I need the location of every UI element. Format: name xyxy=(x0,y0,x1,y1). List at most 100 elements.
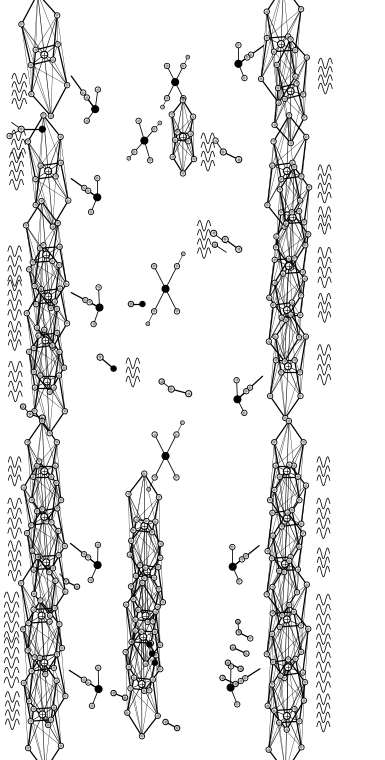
Ellipse shape xyxy=(123,650,128,655)
Ellipse shape xyxy=(299,521,304,527)
Ellipse shape xyxy=(291,610,296,615)
Ellipse shape xyxy=(27,698,32,704)
Ellipse shape xyxy=(28,62,33,68)
Ellipse shape xyxy=(81,552,87,557)
Ellipse shape xyxy=(49,474,54,480)
Ellipse shape xyxy=(229,544,235,549)
Ellipse shape xyxy=(303,334,308,339)
Ellipse shape xyxy=(244,651,249,657)
Ellipse shape xyxy=(181,421,184,425)
Ellipse shape xyxy=(40,418,45,423)
Ellipse shape xyxy=(296,334,302,340)
Ellipse shape xyxy=(21,485,27,490)
Ellipse shape xyxy=(55,42,60,47)
Ellipse shape xyxy=(282,676,287,681)
Ellipse shape xyxy=(156,495,162,500)
Ellipse shape xyxy=(41,112,46,118)
Ellipse shape xyxy=(286,256,291,261)
Ellipse shape xyxy=(134,517,139,522)
Ellipse shape xyxy=(291,164,297,169)
Ellipse shape xyxy=(271,139,276,144)
Ellipse shape xyxy=(125,710,130,715)
Ellipse shape xyxy=(297,198,303,203)
Ellipse shape xyxy=(297,369,303,375)
Ellipse shape xyxy=(96,285,101,290)
Ellipse shape xyxy=(25,746,31,751)
Ellipse shape xyxy=(38,373,43,378)
Ellipse shape xyxy=(225,660,231,666)
Ellipse shape xyxy=(54,331,60,336)
Ellipse shape xyxy=(288,554,293,559)
Ellipse shape xyxy=(236,157,242,163)
Ellipse shape xyxy=(228,663,234,669)
Ellipse shape xyxy=(38,287,44,292)
Ellipse shape xyxy=(271,49,277,54)
Ellipse shape xyxy=(302,276,308,281)
Ellipse shape xyxy=(266,295,272,300)
Ellipse shape xyxy=(306,626,311,632)
Ellipse shape xyxy=(153,519,158,524)
Ellipse shape xyxy=(53,173,59,179)
Ellipse shape xyxy=(289,210,295,215)
Ellipse shape xyxy=(297,719,302,724)
Ellipse shape xyxy=(87,299,92,305)
Ellipse shape xyxy=(58,743,64,749)
Ellipse shape xyxy=(280,613,285,618)
Ellipse shape xyxy=(283,515,290,522)
Ellipse shape xyxy=(111,366,116,372)
Ellipse shape xyxy=(247,385,253,391)
Ellipse shape xyxy=(180,97,186,103)
Ellipse shape xyxy=(248,635,253,641)
Ellipse shape xyxy=(238,679,244,684)
Ellipse shape xyxy=(59,498,64,503)
Ellipse shape xyxy=(41,659,48,667)
Ellipse shape xyxy=(276,568,282,574)
Ellipse shape xyxy=(175,130,180,135)
Ellipse shape xyxy=(24,530,30,536)
Ellipse shape xyxy=(131,675,137,680)
Ellipse shape xyxy=(293,656,298,661)
Ellipse shape xyxy=(181,63,186,68)
Ellipse shape xyxy=(39,126,45,132)
Ellipse shape xyxy=(264,9,270,14)
Ellipse shape xyxy=(277,474,283,480)
Ellipse shape xyxy=(49,520,54,525)
Ellipse shape xyxy=(126,664,132,670)
Ellipse shape xyxy=(299,173,304,179)
Ellipse shape xyxy=(39,198,44,204)
Ellipse shape xyxy=(36,333,41,338)
Ellipse shape xyxy=(31,369,37,375)
Ellipse shape xyxy=(288,36,293,42)
Ellipse shape xyxy=(286,602,292,608)
Ellipse shape xyxy=(95,542,100,547)
Ellipse shape xyxy=(55,505,60,511)
Ellipse shape xyxy=(212,242,218,248)
Ellipse shape xyxy=(28,718,33,724)
Ellipse shape xyxy=(289,214,296,221)
Ellipse shape xyxy=(248,52,254,58)
Ellipse shape xyxy=(45,293,52,300)
Ellipse shape xyxy=(85,555,91,560)
Ellipse shape xyxy=(37,245,43,251)
Ellipse shape xyxy=(32,283,37,289)
Ellipse shape xyxy=(174,309,180,314)
Ellipse shape xyxy=(244,55,250,60)
Ellipse shape xyxy=(272,122,277,128)
Ellipse shape xyxy=(174,475,179,480)
Ellipse shape xyxy=(191,114,196,119)
Ellipse shape xyxy=(132,149,137,155)
Ellipse shape xyxy=(54,480,59,486)
Ellipse shape xyxy=(273,358,279,363)
Ellipse shape xyxy=(51,385,56,390)
Ellipse shape xyxy=(74,584,80,590)
Ellipse shape xyxy=(63,693,68,698)
Ellipse shape xyxy=(139,733,145,739)
Ellipse shape xyxy=(295,567,301,572)
Ellipse shape xyxy=(39,711,46,718)
Ellipse shape xyxy=(298,7,304,12)
Ellipse shape xyxy=(42,327,47,332)
Ellipse shape xyxy=(47,619,52,624)
Ellipse shape xyxy=(285,363,291,370)
Ellipse shape xyxy=(283,221,289,226)
Ellipse shape xyxy=(141,522,148,530)
